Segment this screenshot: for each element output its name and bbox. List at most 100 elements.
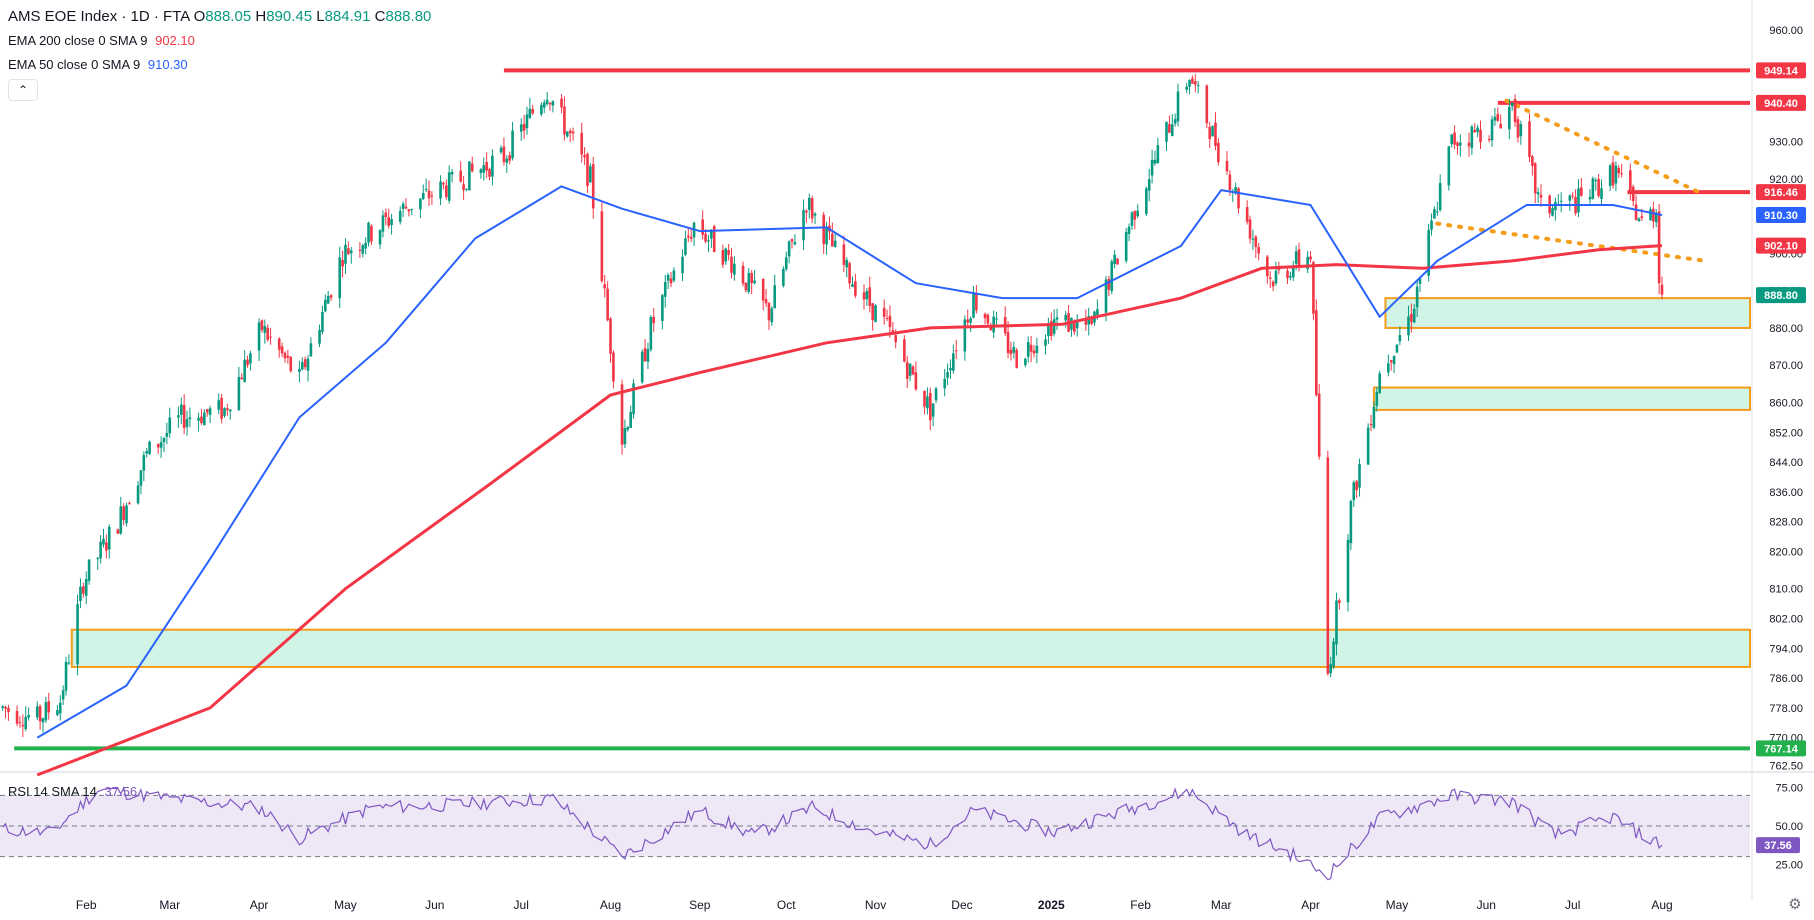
candle-body — [1024, 358, 1027, 366]
candle-body — [1510, 102, 1514, 107]
candle-body — [1499, 123, 1502, 129]
candle-body — [563, 106, 566, 135]
candle-body — [1479, 129, 1482, 143]
candle-body — [1519, 124, 1523, 137]
candle-body — [1254, 236, 1258, 248]
symbol-title[interactable]: AMS EOE Index · 1D · FTA — [8, 8, 190, 25]
candle-body — [750, 273, 753, 284]
price-tick-label: 836.00 — [1769, 487, 1803, 499]
candle-body — [217, 400, 221, 410]
candle-body — [1217, 142, 1220, 163]
candle-body — [606, 288, 609, 321]
candle-body — [1289, 276, 1292, 278]
trendlines[interactable] — [1435, 98, 1708, 263]
rsi-legend[interactable]: RSI 14 SMA 14 37.56 — [8, 784, 137, 800]
candle-body — [177, 415, 180, 418]
price-badge — [1756, 740, 1806, 757]
candle-body — [159, 442, 163, 448]
candle-body — [1493, 116, 1497, 121]
candle-body — [58, 702, 62, 714]
candle-body — [87, 559, 91, 581]
candle-body — [963, 319, 967, 352]
candle-body — [1047, 323, 1050, 336]
candle-body — [954, 350, 958, 352]
time-tick-label: Jun — [425, 898, 444, 912]
candle-body — [203, 412, 206, 426]
candle-body — [1412, 308, 1416, 323]
time-axis[interactable]: Feb Mar Apr May Jun Jul Aug Sep Oct Nov Dec 2025 Feb… — [76, 898, 1673, 912]
candle-body — [1116, 258, 1119, 265]
candle-body — [321, 311, 324, 332]
candle-body — [952, 353, 955, 371]
candle-body — [1580, 187, 1583, 196]
ema50-legend[interactable]: EMA 50 close 0 SMA 9 910.30 — [8, 57, 188, 73]
candle-body — [1113, 254, 1116, 265]
candle-body — [84, 579, 88, 596]
candle-body — [15, 710, 19, 724]
candle-body — [1237, 188, 1240, 209]
candle-body — [1473, 130, 1477, 133]
trendline-1 — [1504, 98, 1705, 196]
candle-body — [188, 417, 192, 420]
chevron-up-icon[interactable]: ⌃ — [8, 79, 38, 101]
candle-body — [228, 409, 232, 412]
candle-body — [468, 161, 471, 191]
candle-body — [508, 155, 511, 161]
time-tick-label: Feb — [1130, 898, 1151, 912]
candle-body — [1617, 167, 1621, 174]
candle-body — [1194, 81, 1197, 85]
candle-body — [450, 171, 454, 175]
candle-body — [747, 272, 751, 292]
candle-body — [767, 303, 771, 321]
candle-body — [1614, 165, 1618, 184]
candle-body — [733, 263, 736, 275]
candle-body — [491, 155, 494, 177]
candle-body — [1035, 345, 1039, 353]
candle-body — [1533, 163, 1537, 194]
candle-body — [102, 538, 105, 545]
candle-body — [1528, 121, 1531, 157]
candle-body — [1147, 179, 1151, 191]
gear-icon[interactable]: ⚙ — [1788, 896, 1802, 913]
candle-body — [1196, 85, 1200, 87]
candle-body — [1274, 270, 1278, 284]
candle-body — [701, 219, 704, 235]
horizontal-levels[interactable] — [14, 68, 1750, 751]
candle-body — [1375, 391, 1379, 407]
price-tick-label: 762.50 — [1769, 761, 1803, 773]
candle-body — [21, 724, 25, 727]
candle-body — [303, 359, 307, 368]
candle-body — [908, 363, 912, 376]
ema200-legend[interactable]: EMA 200 close 0 SMA 9 902.10 — [8, 33, 195, 49]
candle-body — [1251, 238, 1255, 240]
candle-body — [911, 366, 915, 375]
time-tick-label: May — [334, 898, 357, 912]
candle-body — [56, 710, 59, 716]
candle-body — [810, 198, 814, 219]
price-badge — [1756, 207, 1806, 224]
price-badge — [1756, 237, 1806, 254]
candle-body — [761, 278, 765, 301]
candle-body — [1490, 119, 1494, 141]
candle-body — [309, 343, 313, 357]
candle-body — [329, 295, 333, 298]
candle-body — [479, 169, 483, 174]
candle-body — [96, 557, 100, 559]
candle-body — [652, 316, 656, 324]
candle-body — [407, 209, 411, 212]
candle-body — [1637, 218, 1641, 222]
price-axis[interactable]: 960.00940.00930.00920.00900.00890.00880.… — [1756, 25, 1806, 871]
candle-body — [885, 318, 889, 320]
price-tick-label: 778.00 — [1769, 703, 1803, 715]
candle-body — [260, 320, 264, 331]
candle-body — [286, 355, 290, 358]
candle-body — [341, 259, 344, 267]
candle-body — [122, 506, 125, 520]
candle-body — [1130, 212, 1134, 226]
candle-body — [995, 318, 998, 320]
candle-body — [1104, 279, 1108, 313]
candle-body — [894, 335, 898, 343]
candle-body — [1571, 195, 1574, 197]
candle-body — [1084, 319, 1088, 325]
